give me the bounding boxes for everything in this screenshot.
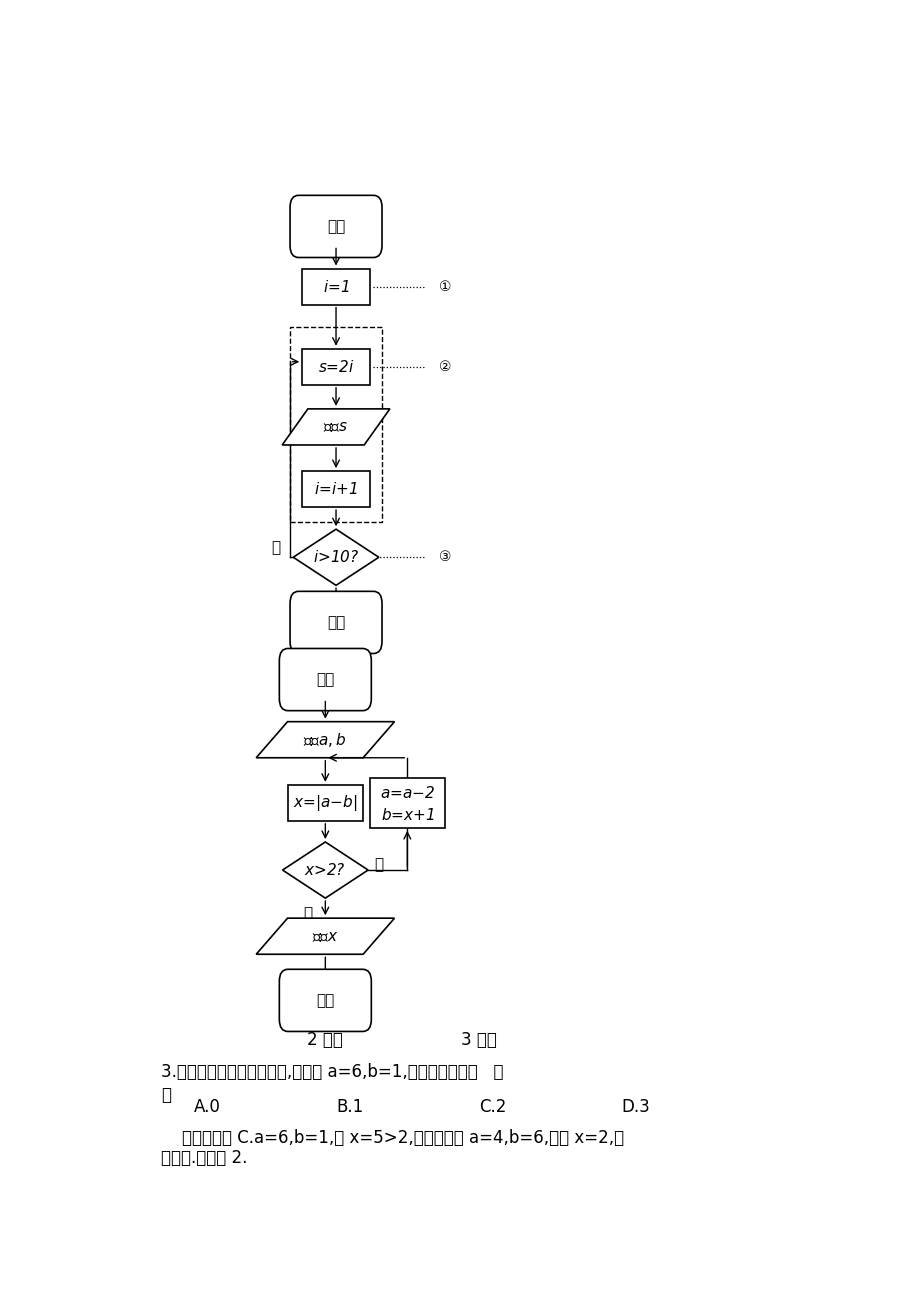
Text: $b$=$x$+1: $b$=$x$+1 (380, 807, 434, 823)
Polygon shape (255, 721, 394, 758)
Text: $i$=1: $i$=1 (323, 279, 349, 294)
Bar (301, 349, 369, 385)
Text: $i$>10?: $i$>10? (312, 549, 358, 565)
Text: A.0: A.0 (193, 1098, 220, 1116)
FancyBboxPatch shape (289, 591, 381, 654)
Text: $x$>2?: $x$>2? (304, 862, 346, 878)
Text: ）: ） (161, 1086, 171, 1104)
Text: $a$=$a$−2: $a$=$a$−2 (380, 785, 435, 801)
Text: D.3: D.3 (620, 1098, 649, 1116)
FancyBboxPatch shape (279, 969, 371, 1031)
Text: 开始: 开始 (326, 219, 345, 234)
Bar (369, 777, 444, 828)
FancyBboxPatch shape (279, 648, 371, 711)
Text: $x$=|$a$−$b$|: $x$=|$a$−$b$| (293, 793, 357, 812)
Text: 输出$s$: 输出$s$ (323, 419, 348, 435)
Text: 2 题图: 2 题图 (307, 1031, 343, 1049)
Text: 3 题图: 3 题图 (460, 1031, 496, 1049)
Text: ①: ① (438, 280, 451, 293)
Polygon shape (255, 918, 394, 954)
Text: B.1: B.1 (335, 1098, 363, 1116)
Text: 【解析】选 C.a=6,b=1,则 x=5>2,进入循环得 a=4,b=6,此时 x=2,退: 【解析】选 C.a=6,b=1,则 x=5>2,进入循环得 a=4,b=6,此时… (161, 1129, 624, 1147)
Polygon shape (282, 409, 390, 445)
Text: 开始: 开始 (316, 672, 335, 687)
Text: $i$=$i$+1: $i$=$i$+1 (314, 480, 357, 497)
Text: 否: 否 (270, 540, 279, 555)
Polygon shape (293, 529, 379, 586)
FancyBboxPatch shape (289, 195, 381, 258)
Text: 是: 是 (340, 590, 349, 605)
Text: ②: ② (438, 359, 451, 374)
Text: 结束: 结束 (326, 615, 345, 630)
Bar (288, 785, 362, 822)
Bar (301, 268, 369, 305)
Text: 是: 是 (374, 858, 383, 872)
Polygon shape (282, 842, 368, 898)
Text: 输入$a,b$: 输入$a,b$ (303, 730, 346, 749)
Text: 否: 否 (302, 906, 312, 921)
Text: 结束: 结束 (316, 993, 335, 1008)
Text: 输出$x$: 输出$x$ (312, 928, 338, 944)
Text: ③: ③ (438, 551, 451, 564)
Text: 3.阅读如图所示的程序框图,若输入 a=6,b=1,则输出的结果是   （: 3.阅读如图所示的程序框图,若输入 a=6,b=1,则输出的结果是 （ (161, 1062, 504, 1081)
Bar (301, 471, 369, 508)
Text: C.2: C.2 (478, 1098, 505, 1116)
Text: 出循环.故输出 2.: 出循环.故输出 2. (161, 1148, 247, 1167)
Text: $s$=2$i$: $s$=2$i$ (317, 359, 354, 375)
Bar (289, 327, 382, 522)
